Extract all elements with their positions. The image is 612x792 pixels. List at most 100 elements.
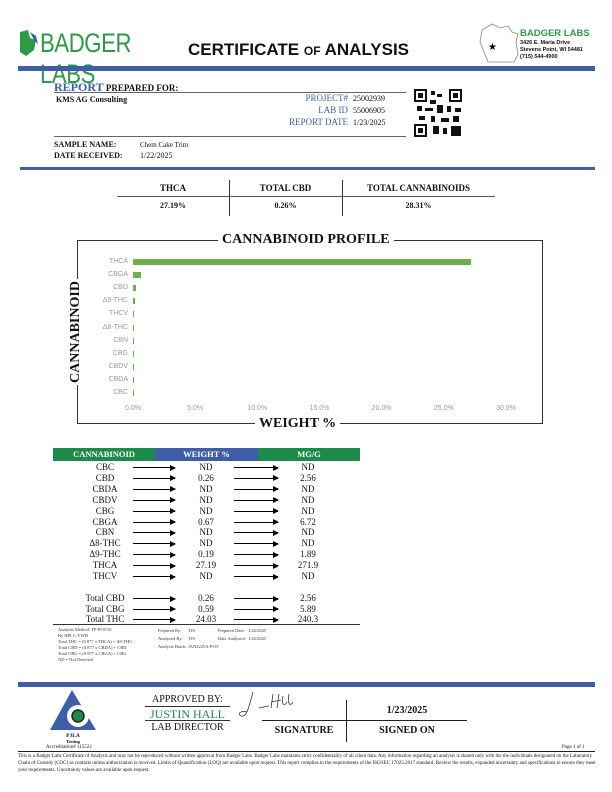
weight-percent: 24.03 — [195, 614, 217, 625]
weight-percent: ND — [199, 571, 213, 581]
mg-per-g: 6.72 — [300, 516, 316, 527]
date-received: 1/22/2025 — [140, 151, 173, 160]
arrow-icon — [133, 573, 176, 580]
note-line: Total CBG = (0.877 x CBGA) + CBG — [58, 651, 127, 656]
arrow-icon — [133, 595, 176, 602]
signed-on-label: SIGNED ON — [379, 725, 435, 736]
disclaimer: This is a Badger Labs Certificate of Ana… — [18, 754, 596, 773]
arrow-icon — [133, 475, 176, 482]
testing-label: Testing — [66, 739, 80, 744]
method-notes: Analysis Method: TP-POT-01 By HPLC-VWD T… — [58, 627, 132, 663]
arrow-icon — [133, 497, 176, 504]
client-name: KMS AG Consulting — [56, 95, 128, 104]
arrow-icon — [234, 540, 279, 547]
batch-label: Analysis Batch: — [158, 644, 187, 649]
project-number: 25002939 — [353, 94, 385, 103]
summary-value-total-cbd: 0.26% — [274, 201, 297, 210]
sample-name-label: SAMPLE NAME: — [54, 140, 117, 149]
arrow-icon — [234, 562, 279, 569]
sample-name: Chem Cake Trim — [140, 141, 189, 149]
cannabinoid-name: Δ9-THC — [89, 549, 121, 560]
arrow-icon — [133, 540, 176, 547]
report-word: REPORT — [54, 80, 104, 94]
lab-id: 55006905 — [353, 106, 385, 115]
pjla-label: PJLA — [66, 733, 80, 739]
prepared-by: TJS — [188, 628, 196, 633]
title-part: OF — [303, 44, 321, 58]
date-received-label: DATE RECEIVED: — [54, 151, 123, 160]
cannabinoid-name: Δ8-THC — [89, 538, 121, 549]
arrow-icon — [133, 508, 176, 515]
arrow-icon — [133, 486, 176, 493]
lab-address: 3426 E. Maria Drive Stevens Point, WI 54… — [520, 40, 583, 61]
table-header-cannabinoid: CANNABINOID — [53, 448, 155, 461]
arrow-icon — [234, 475, 279, 482]
report-date-label: REPORT DATE — [288, 117, 348, 127]
x-axis-label: WEIGHT % — [255, 416, 341, 432]
phone: (715) 544-4900 — [520, 54, 558, 60]
note-line: By HPLC-VWD — [58, 633, 89, 638]
arrow-icon — [234, 606, 279, 613]
arrow-icon — [234, 508, 279, 515]
arrow-icon — [133, 616, 176, 623]
mg-per-g: ND — [301, 462, 315, 472]
arrow-icon — [133, 464, 176, 471]
cannabinoid-name: THCA — [92, 560, 118, 571]
summary-header: TOTAL CANNABINOIDS — [367, 183, 470, 193]
mg-per-g: ND — [301, 527, 315, 538]
cannabinoid-name: CBGA — [92, 516, 118, 527]
document-title: CERTIFICATE OF ANALYSIS — [188, 40, 409, 60]
arrow-icon — [133, 529, 176, 536]
title-part: ANALYSIS — [324, 40, 410, 59]
footer-divider — [18, 682, 595, 687]
analyzed-by-label: Analyzed By: — [158, 636, 183, 641]
table-header-weight: WEIGHT % — [155, 448, 258, 461]
weight-percent: 0.59 — [198, 603, 214, 614]
summary-header: TOTAL CBD — [259, 183, 312, 193]
weight-percent: ND — [199, 505, 213, 516]
weight-percent: 27.19 — [195, 560, 217, 571]
weight-percent: ND — [199, 462, 213, 472]
signature-image — [239, 691, 294, 717]
arrow-icon — [133, 519, 176, 525]
date-analyzed: 1/22/2025 — [248, 636, 267, 641]
qr-code[interactable] — [413, 88, 463, 138]
summary-table: THCA TOTAL CBD TOTAL CANNABINOIDS 27.19%… — [117, 180, 495, 216]
chart-title: CANNABINOID PROFILE — [218, 232, 394, 248]
analyzed-by: TJS — [188, 636, 196, 641]
pjla-text: PJLA Testing — [48, 733, 98, 745]
mg-per-g: ND — [301, 483, 315, 494]
weight-percent: 0.67 — [198, 516, 214, 527]
cannabinoid-name: CBN — [95, 527, 115, 538]
note-line: Total CBD = (0.877 x CBDA) + CBD — [58, 645, 127, 650]
accreditation-number: Accreditation# 115522 — [46, 745, 92, 750]
mg-per-g: ND — [301, 571, 315, 581]
divider — [54, 92, 406, 93]
weight-percent: ND — [199, 494, 213, 505]
mg-per-g: 271.9 — [297, 560, 319, 571]
mg-per-g: 5.89 — [300, 603, 316, 614]
address-line: Stevens Point, WI 54481 — [520, 47, 583, 53]
section-divider — [20, 167, 595, 170]
arrow-icon — [234, 519, 279, 525]
signature-label: SIGNATURE — [274, 725, 334, 736]
table-header-mgg: MG/G — [258, 448, 360, 461]
prepared-by-label: Prepared By: — [158, 628, 182, 633]
arrow-icon — [133, 562, 176, 569]
divider — [54, 136, 406, 137]
summary-header: THCA — [159, 183, 186, 193]
cannabinoid-name: CBDV — [92, 494, 118, 505]
wisconsin-map-icon: ★ — [479, 23, 519, 63]
labid-label: LAB ID — [318, 105, 348, 115]
analysis-info: Prepared By: TJS Prepared Date: 1/22/2025 A… — [158, 627, 266, 651]
weight-percent: 0.26 — [198, 472, 214, 483]
cannabinoid-name: CBD — [95, 472, 115, 483]
note-line: Analysis Method: TP-POT-01 — [58, 627, 113, 632]
badger-logo-icon — [20, 30, 38, 56]
cannabinoid-name: Total THC — [85, 614, 125, 625]
cannabinoid-name: Total CBG — [85, 603, 125, 614]
prepared-date: 1/22/2025 — [248, 628, 267, 633]
arrow-icon — [234, 616, 279, 623]
prepared-date-label: Prepared Date: — [218, 628, 245, 633]
lab-name: BADGER LABS — [520, 28, 590, 39]
